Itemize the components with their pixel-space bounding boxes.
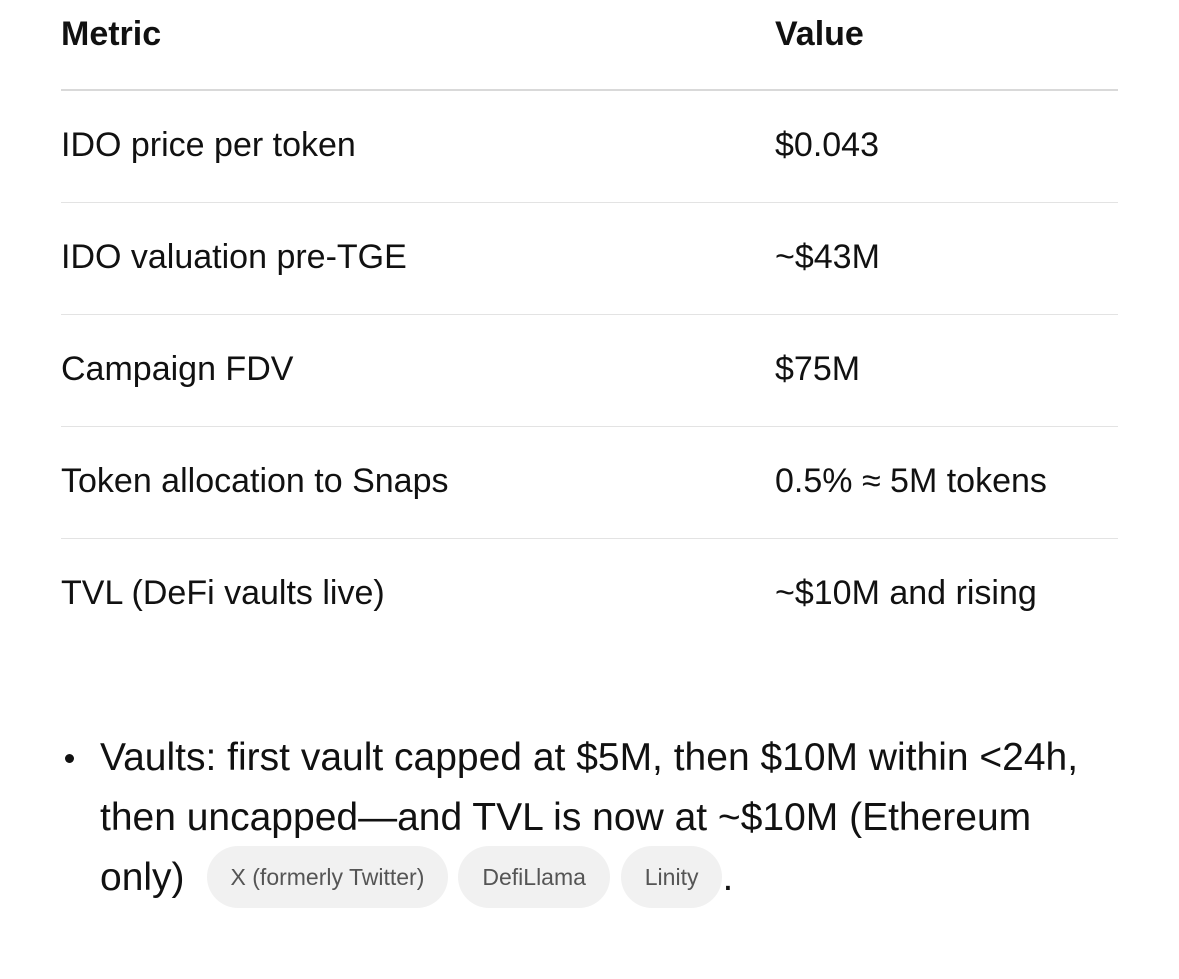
metric-cell: Token allocation to Snaps	[61, 462, 449, 500]
value-cell: ~$10M and rising	[775, 574, 1037, 612]
table-row: TVL (DeFi vaults live) ~$10M and rising	[61, 539, 1118, 650]
bullet-body: Vaults: first vault capped at $5M, then …	[100, 736, 1079, 899]
sentence-end: .	[722, 856, 734, 899]
value-cell: $75M	[775, 350, 861, 388]
metric-cell: Campaign FDV	[61, 350, 294, 388]
column-header-metric: Metric	[61, 15, 162, 53]
table-row: IDO valuation pre-TGE ~$43M	[61, 203, 1118, 315]
bullet-dot-icon	[65, 754, 74, 763]
bullet-text: Vaults: first vault capped at $5M, then …	[100, 728, 1100, 911]
table-row: Token allocation to Snaps 0.5% ≈ 5M toke…	[61, 427, 1118, 539]
metric-cell: IDO price per token	[61, 126, 356, 164]
metrics-table: Metric Value IDO price per token $0.043 …	[61, 0, 1118, 650]
column-header-value: Value	[775, 15, 864, 53]
metric-cell: IDO valuation pre-TGE	[61, 238, 407, 276]
table-row: Campaign FDV $75M	[61, 315, 1118, 427]
metric-cell: TVL (DeFi vaults live)	[61, 574, 385, 612]
table-header-row: Metric Value	[61, 0, 1118, 91]
value-cell: $0.043	[775, 126, 879, 164]
source-chip-defillama[interactable]: DefiLlama	[458, 845, 610, 908]
table-row: IDO price per token $0.043	[61, 91, 1118, 203]
value-cell: 0.5% ≈ 5M tokens	[775, 462, 1047, 500]
source-chip-linity[interactable]: Linity	[620, 845, 723, 908]
value-cell: ~$43M	[775, 238, 880, 276]
source-chip-x[interactable]: X (formerly Twitter)	[206, 845, 449, 908]
